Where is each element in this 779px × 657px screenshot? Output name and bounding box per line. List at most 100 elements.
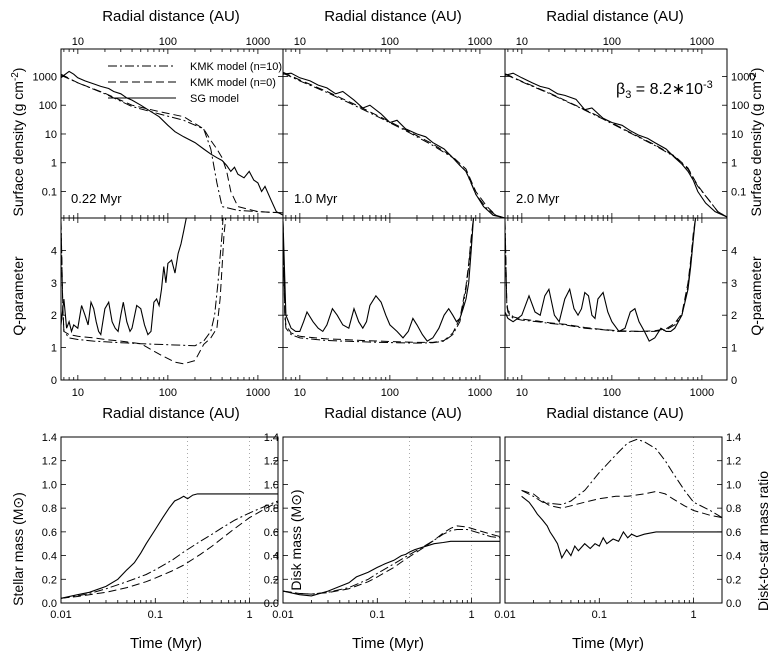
ytick-label: 1 (51, 158, 57, 170)
xtick-label-mid: 100 (603, 387, 621, 399)
xtick-label-mid: 100 (159, 387, 177, 399)
beta-symbol: β (616, 81, 625, 98)
beta-subscript: 3 (625, 89, 631, 101)
series-time-evolution-3-kmk-model-n-0 (521, 489, 723, 519)
ylabel-sd-end: ) (10, 68, 26, 73)
ytick-label-right: 1 (731, 343, 737, 355)
top-xlabel-2: Radial distance (AU) (324, 8, 462, 25)
mid-xlabel-1: Radial distance (AU) (102, 405, 240, 422)
xtick-label-bottom: 0.01 (272, 609, 293, 621)
xtick-label-top: 100 (159, 36, 177, 48)
ytick-label-right: 1 (731, 158, 737, 170)
top-xlabel-3: Radial distance (AU) (546, 8, 684, 25)
ytick-label-right: 100 (731, 100, 749, 112)
series-surface-density-3-sg-model (504, 72, 728, 218)
ylabel-sm-sym: ⊙ (10, 497, 26, 509)
ytick-label: 0.6 (264, 527, 279, 539)
ylabel-sm-text: Stellar mass (M (10, 509, 26, 606)
ytick-label-right: 0.1 (731, 187, 746, 199)
series-q-parameter-2-sg-model (282, 217, 475, 342)
ytick-label: 0.8 (264, 503, 279, 515)
xtick-label-top: 1000 (246, 36, 270, 48)
series-time-evolution-1-sg-model (60, 493, 278, 599)
ytick-label: 1.2 (42, 456, 57, 468)
ytick-label-right: 1.2 (726, 456, 741, 468)
ylabel-ratio: Disk-to-star mass ratio (755, 471, 771, 611)
series-q-parameter-2-kmk-model-n-10 (282, 217, 474, 344)
ytick-label: 1.0 (264, 479, 279, 491)
beta-annotation: β3 = 8.2∗10-3 (616, 79, 713, 101)
bottom-xlabel-1: Time (Myr) (130, 635, 202, 652)
xtick-label-bottom: 0.1 (370, 609, 385, 621)
xtick-label-bottom: 0.01 (494, 609, 515, 621)
ytick-label: 100 (39, 100, 57, 112)
beta-value: = 8.2∗10 (631, 81, 703, 98)
ytick-label: 0.2 (264, 574, 279, 586)
ytick-label: 0.8 (42, 503, 57, 515)
xtick-label-top: 10 (516, 36, 528, 48)
time-label-panel-1: 0.22 Myr (71, 191, 122, 206)
ylabel-sd-exp: -2 (10, 72, 21, 81)
ytick-label: 4 (51, 245, 57, 257)
ytick-label: 0.2 (42, 574, 57, 586)
ytick-label: 1000 (33, 71, 57, 83)
series-surface-density-3-kmk-model-n-0 (504, 73, 728, 218)
ytick-label-right: 0 (731, 375, 737, 387)
xtick-label-top: 100 (381, 36, 399, 48)
ytick-label-right: 1000 (731, 71, 755, 83)
series-q-parameter-3-sg-model (504, 217, 697, 342)
ytick-label-right: 3 (731, 278, 737, 290)
series-time-evolution-3-kmk-model-n-10 (521, 438, 723, 519)
xtick-label-top: 1000 (468, 36, 492, 48)
xtick-label-bottom: 1 (691, 609, 697, 621)
ylabel-q-right: Q-parameter (748, 256, 764, 336)
beta-exponent: -3 (703, 79, 713, 91)
series-time-evolution-2-sg-model (282, 540, 500, 597)
ylabel-stellar-mass: Stellar mass (M⊙) (10, 492, 26, 606)
legend-label-n0: KMK model (n=0) (190, 77, 276, 89)
xtick-label-bottom: 1 (247, 609, 253, 621)
mid-xlabel-3: Radial distance (AU) (546, 405, 684, 422)
xtick-label-mid: 100 (381, 387, 399, 399)
ytick-label: 2 (51, 310, 57, 322)
xtick-label-mid: 1000 (690, 387, 714, 399)
panel-frame-time-evolution-3 (504, 436, 723, 604)
series-time-evolution-1-kmk-model-n-0 (60, 501, 279, 599)
bottom-xlabel-2: Time (Myr) (352, 635, 424, 652)
ytick-label: 0.0 (264, 598, 279, 610)
ytick-label: 10 (45, 129, 57, 141)
ylabel-sd-text: Surface density (g cm (10, 81, 26, 216)
xtick-label-mid: 10 (72, 387, 84, 399)
ylabel-surface-density-left: Surface density (g cm-2) (10, 68, 26, 217)
xtick-label-bottom: 0.1 (148, 609, 163, 621)
series-surface-density-1-kmk-model-n-0 (60, 73, 284, 214)
series-time-evolution-2-kmk-model-n-0 (282, 525, 501, 595)
series-q-parameter-3-kmk-model-n-10 (504, 217, 696, 332)
ytick-label-right: 4 (731, 245, 737, 257)
series-surface-density-1-sg-model (60, 70, 284, 216)
ytick-label-right: 0.8 (726, 503, 741, 515)
top-xlabel-1: Radial distance (AU) (102, 8, 240, 25)
ytick-label: 3 (51, 278, 57, 290)
series-time-evolution-1-kmk-model-n-10 (60, 500, 279, 599)
ylabel-sm-end: ) (10, 492, 26, 497)
ytick-label-right: 2 (731, 310, 737, 322)
ylabel-sd-text-r: Surface density (g cm (748, 81, 764, 216)
xtick-label-top: 10 (294, 36, 306, 48)
xtick-label-bottom: 0.1 (592, 609, 607, 621)
xtick-label-mid: 1000 (468, 387, 492, 399)
ytick-label-right: 0.2 (726, 574, 741, 586)
time-label-panel-3: 2.0 Myr (516, 191, 560, 206)
series-q-parameter-3-kmk-model-n-0 (504, 217, 696, 332)
mid-xlabel-2: Radial distance (AU) (324, 405, 462, 422)
ytick-label-right: 1.0 (726, 479, 741, 491)
ytick-label-right: 10 (731, 129, 743, 141)
ytick-label: 0.0 (42, 598, 57, 610)
ytick-label: 1.4 (264, 432, 279, 444)
panel-frame-q-parameter-1 (60, 217, 284, 381)
series-q-parameter-1-sg-model (60, 217, 187, 337)
ytick-label: 0.1 (42, 187, 57, 199)
series-q-parameter-2-kmk-model-n-0 (282, 217, 474, 343)
ytick-label-right: 1.4 (726, 432, 741, 444)
ytick-label: 0.6 (42, 527, 57, 539)
